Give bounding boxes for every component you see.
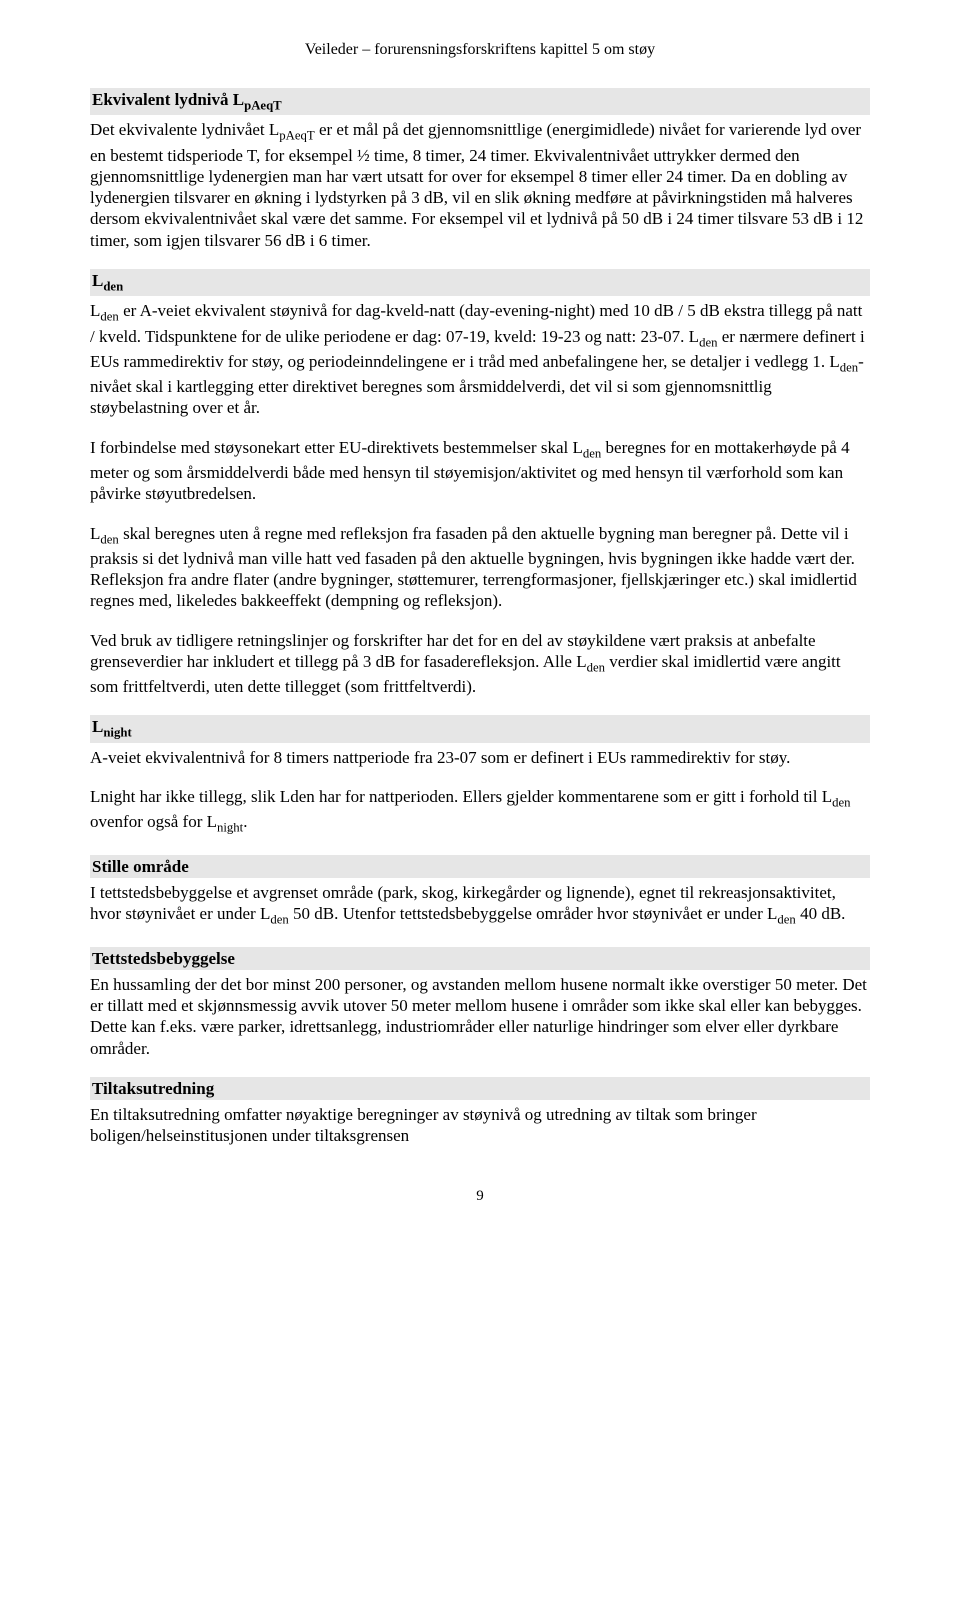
section-heading-lden: Lden bbox=[90, 269, 870, 296]
paragraph-lnight-2: Lnight har ikke tillegg, slik Lden har f… bbox=[90, 786, 870, 837]
section-heading-lnight: Lnight bbox=[90, 715, 870, 742]
paragraph-tiltaksutredning: En tiltaksutredning omfatter nøyaktige b… bbox=[90, 1104, 870, 1147]
paragraph-lden-2: I forbindelse med støysonekart etter EU-… bbox=[90, 437, 870, 505]
paragraph-lden-1: Lden er A-veiet ekvivalent støynivå for … bbox=[90, 300, 870, 418]
section-heading-ekvivalent-lydniva: Ekvivalent lydnivå LpAeqT bbox=[90, 88, 870, 115]
section-heading-stille-omrade: Stille område bbox=[90, 855, 870, 878]
paragraph-ekvivalent-lydniva: Det ekvivalente lydnivået LpAeqT er et m… bbox=[90, 119, 870, 251]
section-heading-tettstedsbebyggelse: Tettstedsbebyggelse bbox=[90, 947, 870, 970]
page-number: 9 bbox=[90, 1187, 870, 1206]
section-heading-tiltaksutredning: Tiltaksutredning bbox=[90, 1077, 870, 1100]
paragraph-tettstedsbebyggelse: En hussamling der det bor minst 200 pers… bbox=[90, 974, 870, 1059]
paragraph-stille-omrade: I tettstedsbebyggelse et avgrenset områd… bbox=[90, 882, 870, 929]
paragraph-lden-3: Lden skal beregnes uten å regne med refl… bbox=[90, 523, 870, 612]
page-container: Veileder – forurensningsforskriftens kap… bbox=[0, 0, 960, 1245]
paragraph-lnight-1: A-veiet ekvivalentnivå for 8 timers natt… bbox=[90, 747, 870, 768]
page-header-title: Veileder – forurensningsforskriftens kap… bbox=[90, 40, 870, 60]
paragraph-lden-4: Ved bruk av tidligere retningslinjer og … bbox=[90, 630, 870, 698]
